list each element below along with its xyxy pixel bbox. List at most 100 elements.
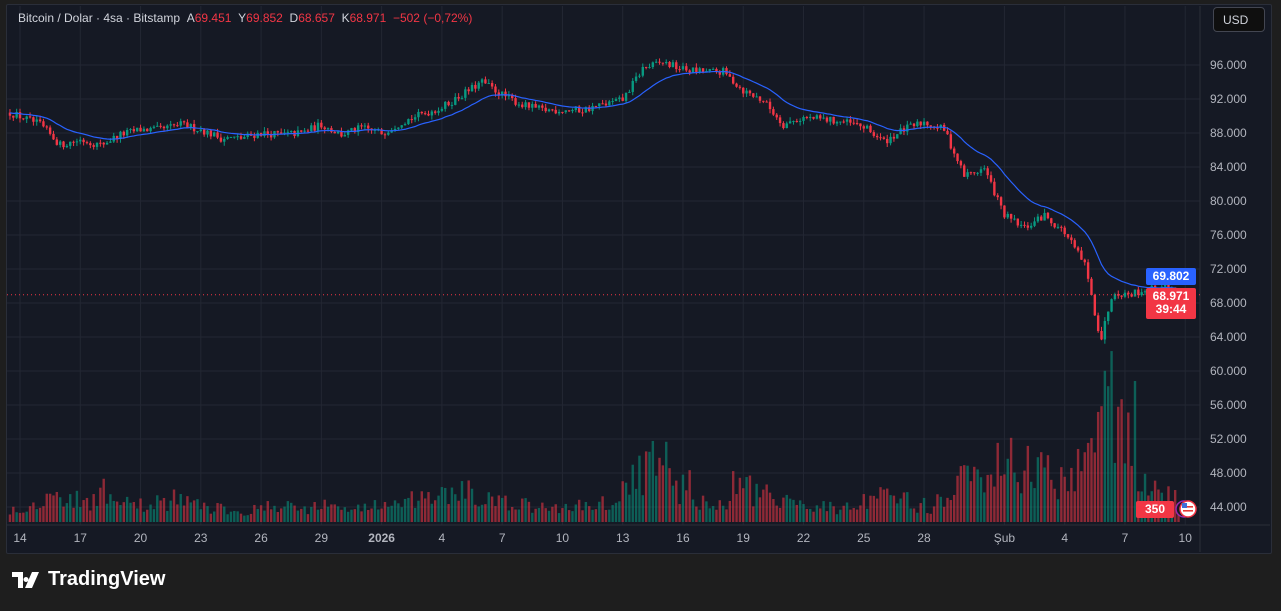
- time-tick-label: 26: [254, 531, 268, 545]
- volume-bar: [159, 500, 162, 522]
- volume-bar: [8, 514, 12, 522]
- volume-bar: [28, 506, 32, 522]
- currency-button[interactable]: USD: [1213, 7, 1265, 32]
- candle-body: [872, 132, 876, 136]
- volume-bar: [762, 489, 765, 522]
- candle-body: [156, 125, 159, 127]
- volume-bar: [279, 508, 283, 522]
- candle-body: [65, 145, 69, 148]
- volume-bar: [742, 488, 745, 522]
- volume-bar: [711, 506, 715, 522]
- volume-bar: [989, 474, 993, 522]
- price-tick-label: 64.000: [1210, 330, 1247, 344]
- volume-bar: [35, 509, 38, 522]
- candle-body: [142, 128, 146, 132]
- volume-bar: [326, 506, 330, 522]
- volume-bar: [999, 475, 1003, 522]
- candle-body: [1026, 225, 1030, 228]
- candle-body: [849, 119, 852, 123]
- volume-bar: [373, 500, 377, 522]
- candle-body: [15, 112, 18, 118]
- volume-bar: [306, 514, 310, 522]
- brand-name: TradingView: [48, 568, 166, 590]
- candle-body: [196, 131, 199, 133]
- volume-bar: [983, 492, 986, 522]
- candle-body: [152, 126, 156, 128]
- candle-body: [772, 109, 775, 115]
- volume-bar: [788, 498, 792, 522]
- candle-body: [879, 137, 882, 139]
- candle-body: [889, 136, 892, 144]
- candle-body: [537, 105, 541, 108]
- volume-bar: [785, 494, 788, 522]
- volume-bar: [524, 498, 527, 522]
- volume-bar: [192, 500, 196, 522]
- time-tick-label: 4: [1061, 531, 1068, 545]
- volume-bar: [1096, 411, 1100, 522]
- volume-bar: [1073, 491, 1076, 522]
- volume-bar: [1009, 437, 1013, 522]
- candle-body: [668, 61, 671, 68]
- time-tick-label: 16: [676, 531, 690, 545]
- volume-bar: [641, 495, 644, 522]
- candle-body: [1036, 216, 1040, 222]
- candle-body: [651, 62, 655, 68]
- tradingview-logo[interactable]: TradingView: [12, 568, 165, 591]
- candle-body: [1023, 224, 1026, 226]
- candle-body: [380, 129, 383, 135]
- candle-body: [738, 86, 742, 88]
- candle-body: [1076, 247, 1080, 251]
- volume-bar: [892, 495, 896, 522]
- high-label: Y: [238, 11, 247, 25]
- candle-body: [464, 89, 467, 98]
- candle-body: [306, 130, 310, 132]
- candle-body: [407, 119, 410, 125]
- volume-bar: [527, 501, 531, 522]
- candle-body: [169, 124, 172, 126]
- volume-bar: [1046, 455, 1050, 522]
- candle-body: [25, 116, 28, 120]
- candle-body: [32, 117, 35, 122]
- candle-body: [557, 111, 561, 114]
- volume-bars: [8, 351, 1180, 522]
- volume-bar: [1173, 490, 1177, 522]
- volume-bar: [336, 506, 340, 522]
- volume-bar: [648, 451, 651, 522]
- volume-bar: [377, 509, 380, 522]
- volume-bar: [474, 504, 477, 522]
- volume-bar: [875, 498, 879, 522]
- volume-bar: [758, 497, 762, 522]
- candle-body: [812, 116, 815, 119]
- volume-bar: [166, 510, 169, 522]
- candle-body: [735, 83, 738, 87]
- volume-bar: [611, 505, 614, 522]
- candle-body: [845, 119, 849, 122]
- volume-bar: [246, 515, 249, 522]
- volume-bar: [269, 509, 273, 522]
- volume-bar: [259, 505, 263, 522]
- candle-body: [52, 133, 55, 140]
- candle-body: [1103, 321, 1107, 340]
- volume-bar: [886, 488, 889, 522]
- candle-body: [963, 165, 966, 177]
- volume-bar: [300, 508, 303, 522]
- candle-body: [695, 67, 698, 73]
- candle-body: [1006, 213, 1009, 218]
- volume-bar: [681, 474, 685, 522]
- candle-body: [742, 87, 745, 94]
- candle-body: [356, 125, 360, 133]
- volume-bar: [1086, 442, 1090, 522]
- volume-bar: [1019, 493, 1023, 522]
- candle-body: [1107, 311, 1110, 322]
- candle-body: [146, 128, 149, 132]
- volume-bar: [196, 499, 199, 522]
- volume-bar: [554, 504, 557, 522]
- candle-body: [577, 106, 581, 113]
- volume-bar: [132, 502, 136, 522]
- volume-bar: [879, 487, 882, 522]
- volume-bar: [500, 497, 504, 522]
- volume-bar: [273, 505, 276, 522]
- candle-body: [236, 136, 239, 138]
- volume-bar: [296, 510, 300, 522]
